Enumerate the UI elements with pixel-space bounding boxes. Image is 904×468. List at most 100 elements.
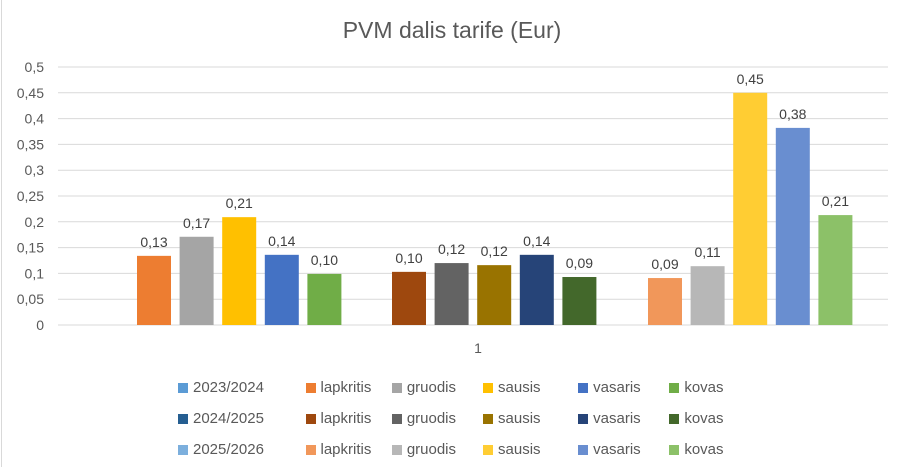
legend-row: 2023/2024 lapkritis gruodis sausis vasaris ko… — [178, 372, 738, 403]
legend-label: gruodis — [406, 441, 457, 458]
legend-label: sausis — [498, 410, 541, 427]
bars — [137, 92, 853, 325]
legend-entry[interactable]: kovas — [669, 410, 738, 427]
legend-swatch — [483, 382, 494, 393]
y-tick-label: 0,2 — [25, 214, 45, 230]
x-category-label: 1 — [474, 340, 482, 356]
legend-swatch — [391, 382, 402, 393]
legend-entry[interactable]: gruodis — [391, 410, 483, 427]
legend-entry[interactable]: gruodis — [391, 379, 483, 396]
bar-2025-2026-gruodis — [690, 266, 725, 325]
y-tick-label: 0,45 — [17, 85, 44, 101]
bar-2025-2026-kovas — [818, 215, 853, 325]
data-labels: 0,13 0,17 0,21 0,14 0,10 0,10 0,12 0,12 0,14 0,09… — [140, 71, 849, 272]
legend-swatch — [391, 444, 402, 455]
legend-swatch — [305, 444, 316, 455]
legend-label: 2024/2025 — [193, 410, 264, 427]
bar-2024-2025-sausis — [477, 265, 512, 325]
legend-label: gruodis — [406, 410, 457, 427]
data-label: 0,09 — [566, 255, 593, 271]
data-label: 0,21 — [822, 193, 849, 209]
y-tick-label: 0,1 — [25, 265, 45, 281]
data-label: 0,13 — [140, 234, 167, 250]
legend-label: kovas — [684, 379, 724, 396]
y-tick-label: 0,15 — [17, 240, 44, 256]
legend-swatch — [305, 413, 316, 424]
legend-label: gruodis — [406, 379, 457, 396]
legend-label: lapkritis — [320, 410, 372, 427]
bar-2024-2025-vasaris — [519, 254, 554, 325]
y-tick-label: 0,25 — [17, 188, 44, 204]
legend-entry[interactable]: vasaris — [578, 410, 669, 427]
legend-label: lapkritis — [320, 441, 372, 458]
y-tick-label: 0,35 — [17, 136, 44, 152]
bar-2023-2024-lapkritis — [137, 255, 171, 325]
y-tick-label: 0,3 — [25, 162, 45, 178]
legend-label: vasaris — [593, 441, 641, 458]
chart-title: PVM dalis tarife (Eur) — [343, 17, 562, 43]
legend-entry[interactable]: sausis — [483, 441, 578, 458]
legend-label: kovas — [684, 410, 724, 427]
bar-2025-2026-sausis — [733, 92, 768, 325]
bar-2024-2025-gruodis — [434, 263, 469, 325]
legend-entry[interactable]: lapkritis — [305, 410, 392, 427]
data-label: 0,21 — [226, 195, 253, 211]
y-tick-label: 0,5 — [25, 59, 45, 75]
legend-swatch — [178, 382, 188, 393]
legend-label: kovas — [684, 441, 724, 458]
legend-label: sausis — [498, 379, 541, 396]
legend-swatch — [578, 382, 589, 393]
data-label: 0,17 — [183, 215, 210, 231]
legend-label: vasaris — [593, 379, 641, 396]
legend-swatch — [578, 413, 589, 424]
data-label: 0,14 — [268, 233, 295, 249]
legend-label: lapkritis — [320, 379, 372, 396]
legend-entry[interactable]: vasaris — [578, 379, 669, 396]
bar-2025-2026-vasaris — [775, 127, 810, 325]
legend-entry[interactable]: lapkritis — [305, 379, 392, 396]
legend-swatch — [305, 382, 316, 393]
bar-2023-2024-gruodis — [179, 236, 214, 325]
bar-2024-2025-kovas — [562, 277, 597, 325]
y-tick-label: 0 — [36, 317, 44, 333]
data-label: 0,10 — [395, 250, 422, 266]
legend-row: 2025/2026 lapkritis gruodis sausis vasaris ko… — [178, 434, 738, 465]
legend-swatch — [483, 444, 494, 455]
bar-2023-2024-sausis — [222, 217, 257, 325]
data-label: 0,09 — [651, 256, 678, 272]
legend-label: 2023/2024 — [193, 379, 264, 396]
data-label: 0,45 — [737, 71, 764, 87]
bar-2023-2024-vasaris — [264, 254, 299, 325]
data-label: 0,12 — [481, 243, 508, 259]
data-label: 0,11 — [694, 244, 720, 260]
legend-swatch — [669, 413, 680, 424]
legend-row: 2024/2025 lapkritis gruodis sausis vasaris ko… — [178, 403, 738, 434]
legend-swatch — [669, 382, 680, 393]
legend-swatch — [391, 413, 402, 424]
legend-entry[interactable]: lapkritis — [305, 441, 392, 458]
data-label: 0,10 — [311, 252, 338, 268]
legend-entry[interactable]: 2024/2025 — [178, 410, 306, 427]
legend-label: vasaris — [593, 410, 641, 427]
legend-entry[interactable]: 2023/2024 — [178, 379, 306, 396]
legend-entry[interactable]: 2025/2026 — [178, 441, 306, 458]
legend-entry[interactable]: gruodis — [391, 441, 483, 458]
legend-label: 2025/2026 — [193, 441, 264, 458]
y-tick-label: 0,05 — [17, 291, 44, 307]
data-label: 0,14 — [523, 233, 550, 249]
legend-swatch — [483, 413, 494, 424]
bar-2023-2024-kovas — [307, 273, 342, 325]
legend-entry[interactable]: kovas — [669, 441, 738, 458]
bar-2024-2025-lapkritis — [392, 271, 426, 325]
legend-swatch — [578, 444, 589, 455]
legend-entry[interactable]: kovas — [669, 379, 738, 396]
legend-swatch — [178, 413, 188, 424]
legend-entry[interactable]: sausis — [483, 410, 578, 427]
legend-label: sausis — [498, 441, 541, 458]
y-tick-label: 0,4 — [25, 111, 45, 127]
legend: 2023/2024 lapkritis gruodis sausis vasaris ko… — [178, 372, 738, 465]
legend-entry[interactable]: sausis — [483, 379, 578, 396]
legend-entry[interactable]: vasaris — [578, 441, 669, 458]
